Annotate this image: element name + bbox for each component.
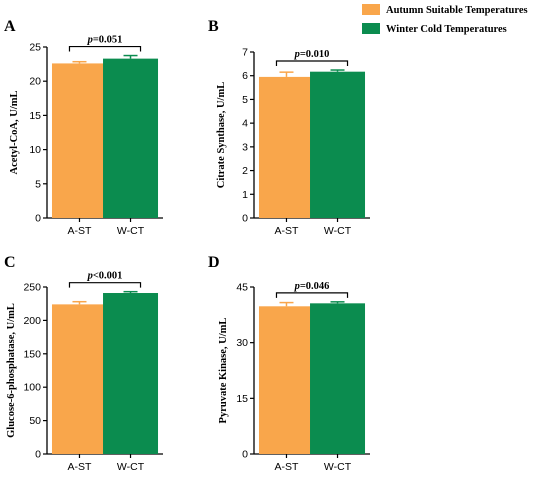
y-tick-label: 0 bbox=[242, 213, 248, 225]
y-tick-label: 6 bbox=[242, 70, 248, 82]
x-tick-label: W-CT bbox=[324, 461, 352, 473]
x-tick-label: A-ST bbox=[275, 461, 300, 473]
x-tick-label: W-CT bbox=[117, 461, 145, 473]
y-tick-label: 25 bbox=[29, 42, 41, 54]
x-tick-label: A-ST bbox=[68, 461, 93, 473]
panel-c: C 0 50 100 150 200 250 Glucose-6-phosphatase, U… bbox=[4, 254, 163, 473]
bar-a-st bbox=[258, 76, 314, 219]
significance-bracket bbox=[275, 292, 349, 298]
legend-label-autumn: Autumn Suitable Temperatures bbox=[386, 5, 528, 16]
y-tick-label: 4 bbox=[242, 118, 248, 130]
x-tick-label: W-CT bbox=[324, 225, 352, 237]
significance-p: p bbox=[87, 35, 93, 46]
significance-p: p bbox=[294, 281, 300, 292]
bar-w-ct bbox=[103, 293, 159, 454]
bar-w-ct bbox=[103, 58, 159, 219]
y-tick-label: 7 bbox=[242, 47, 248, 59]
y-tick-label: 1 bbox=[242, 189, 248, 201]
legend-swatch-autumn bbox=[362, 4, 380, 15]
y-tick-label: 0 bbox=[35, 449, 41, 461]
bar-w-ct bbox=[310, 303, 366, 454]
y-tick-label: 200 bbox=[23, 315, 41, 327]
y-tick-label: 2 bbox=[242, 165, 248, 177]
significance-bracket bbox=[68, 282, 142, 288]
significance-bracket bbox=[275, 60, 349, 67]
y-tick-label: 45 bbox=[236, 282, 248, 294]
y-tick-label: 250 bbox=[23, 282, 41, 294]
significance-label: p<0.001 bbox=[87, 271, 123, 282]
panel-a: A 0 5 10 15 20 25 Acetyl-CoA, U/mL A-ST W-CT p=0.0… bbox=[4, 18, 163, 237]
bar-a-st bbox=[51, 304, 107, 454]
x-tick-label: A-ST bbox=[275, 225, 300, 237]
significance-label: p=0.046 bbox=[294, 281, 330, 292]
panel-letter: A bbox=[4, 18, 16, 35]
legend-label-winter: Winter Cold Temperatures bbox=[386, 24, 507, 35]
legend-swatch-winter bbox=[362, 23, 380, 34]
y-tick-label: 100 bbox=[23, 382, 41, 394]
significance-value: <0.001 bbox=[93, 271, 123, 282]
y-tick-label: 5 bbox=[35, 178, 41, 190]
x-tick-label: A-ST bbox=[68, 225, 93, 237]
y-tick-label: 150 bbox=[23, 348, 41, 360]
bar-w-ct bbox=[310, 71, 366, 218]
significance-p: p bbox=[294, 49, 300, 60]
legend: Autumn Suitable Temperatures Winter Cold… bbox=[362, 4, 528, 35]
y-tick-label: 0 bbox=[35, 213, 41, 225]
y-tick-label: 15 bbox=[29, 110, 41, 122]
significance-value: =0.046 bbox=[300, 281, 330, 292]
significance-p: p bbox=[87, 271, 93, 282]
significance-value: =0.010 bbox=[300, 49, 330, 60]
panel-letter: B bbox=[208, 18, 219, 35]
y-axis-label: Pyruvate Kinase, U/mL bbox=[218, 318, 229, 424]
y-axis-label: Acetyl-CoA, U/mL bbox=[9, 91, 20, 175]
y-tick-label: 3 bbox=[242, 141, 248, 153]
x-tick-label: W-CT bbox=[117, 225, 145, 237]
y-axis-label: Citrate Synthase, U/mL bbox=[216, 82, 227, 188]
panel-d: D 0 15 30 45 Pyruvate Kinase, U/mL A-ST W-CT p=0… bbox=[208, 254, 370, 473]
bar-a-st bbox=[51, 63, 107, 218]
y-tick-label: 5 bbox=[242, 94, 248, 106]
y-axis-label: Glucose-6-phosphatase, U/mL bbox=[6, 303, 17, 438]
significance-value: =0.051 bbox=[93, 35, 123, 46]
bar-a-st bbox=[258, 306, 314, 454]
panel-letter: C bbox=[4, 254, 16, 271]
significance-label: p=0.010 bbox=[294, 49, 330, 60]
panel-b: B 0 1 2 3 4 5 6 7 Citrate Synthase, U/mL A-ST W-CT p… bbox=[208, 18, 370, 237]
y-tick-label: 20 bbox=[29, 76, 41, 88]
significance-bracket bbox=[68, 45, 142, 52]
y-tick-label: 15 bbox=[236, 393, 248, 405]
y-tick-label: 30 bbox=[236, 337, 248, 349]
y-tick-label: 0 bbox=[242, 449, 248, 461]
significance-label: p=0.051 bbox=[87, 35, 123, 46]
y-tick-label: 10 bbox=[29, 144, 41, 156]
panel-letter: D bbox=[208, 254, 220, 271]
y-tick-label: 50 bbox=[29, 415, 41, 427]
